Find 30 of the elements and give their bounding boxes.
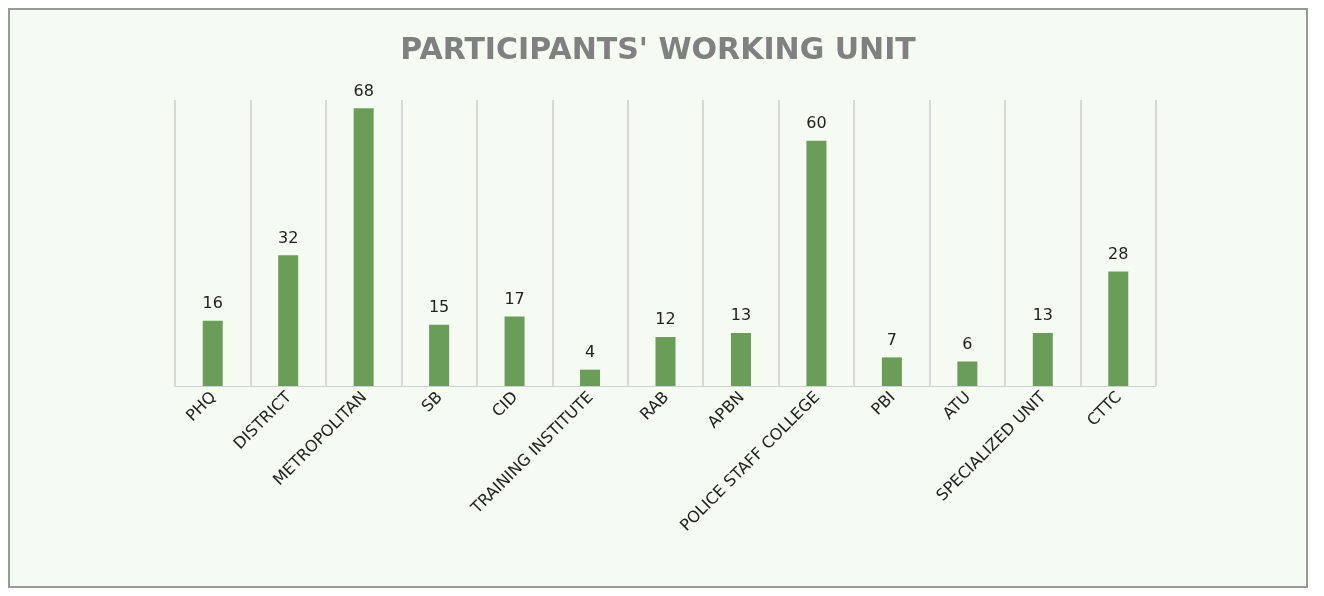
data-label: 7 bbox=[886, 329, 897, 349]
data-label: 60 bbox=[806, 113, 827, 133]
bar bbox=[1032, 332, 1053, 386]
bar bbox=[580, 369, 601, 386]
bar bbox=[202, 320, 223, 386]
bar bbox=[353, 108, 374, 386]
bar bbox=[429, 324, 450, 386]
data-label: 13 bbox=[730, 305, 752, 325]
chart-title: PARTICIPANTS' WORKING UNIT bbox=[400, 30, 917, 66]
x-tick-label: SB bbox=[417, 387, 446, 416]
data-label: 4 bbox=[584, 342, 596, 362]
data-label: 32 bbox=[278, 227, 299, 247]
bar bbox=[806, 140, 827, 386]
data-label: 6 bbox=[962, 333, 973, 353]
bar bbox=[881, 357, 902, 386]
x-tick-label: PBI bbox=[867, 387, 899, 419]
data-label: 28 bbox=[1108, 244, 1129, 264]
data-label: 12 bbox=[655, 309, 676, 329]
bar bbox=[504, 316, 525, 386]
data-label: 17 bbox=[504, 289, 525, 309]
x-tick-label: CID bbox=[487, 387, 522, 421]
data-label: 16 bbox=[202, 293, 223, 313]
bar bbox=[1108, 271, 1129, 386]
bar bbox=[730, 332, 751, 386]
data-label: 13 bbox=[1032, 305, 1053, 325]
data-label: 15 bbox=[428, 297, 450, 317]
bar bbox=[655, 336, 676, 386]
bar bbox=[278, 255, 299, 386]
data-label: 68 bbox=[353, 80, 374, 100]
bar bbox=[957, 361, 978, 386]
